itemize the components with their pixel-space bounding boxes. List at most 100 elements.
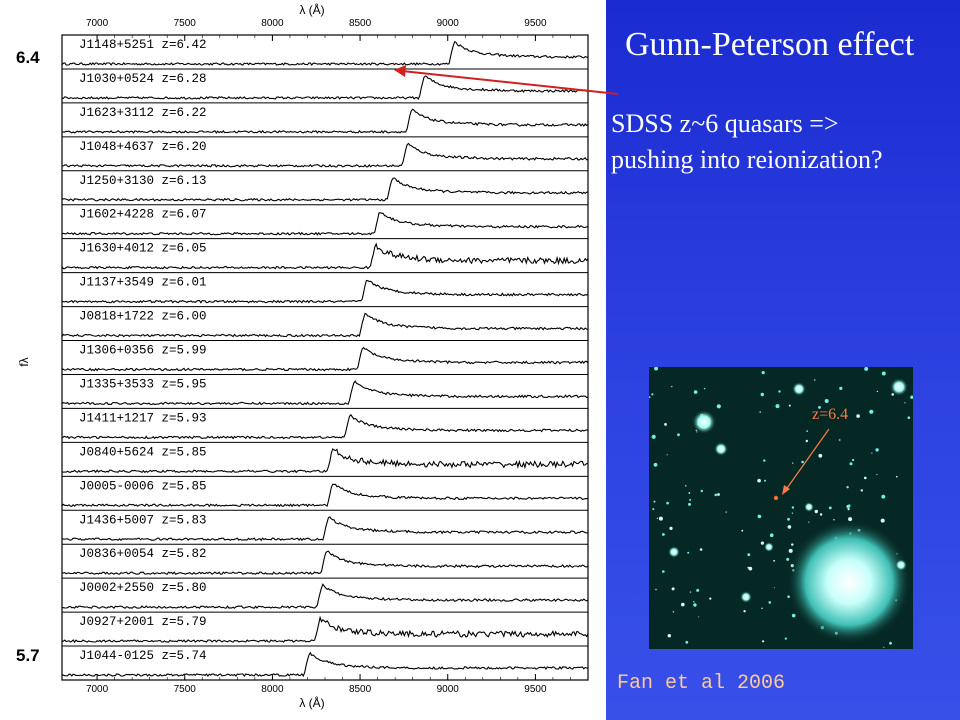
star (904, 402, 906, 404)
star (693, 601, 695, 603)
star (833, 518, 835, 521)
spectrum-label: J0002+2550 z=5.80 (79, 581, 207, 595)
spectrum-line (61, 448, 589, 474)
x-tick-label-top: 8500 (349, 18, 372, 29)
star (871, 452, 873, 454)
slide-text-line-1: SDSS z~6 quasars => (611, 109, 839, 138)
spectrum-label: J1602+4228 z=6.07 (79, 208, 207, 222)
star (787, 525, 792, 529)
star (881, 494, 886, 499)
star (689, 591, 692, 593)
star (672, 611, 675, 613)
star (801, 460, 804, 464)
spectrum-line (61, 483, 589, 508)
star (852, 458, 855, 462)
star (883, 646, 885, 648)
spectrum-line (61, 380, 589, 406)
spectrum-label: J1630+4012 z=6.05 (79, 242, 207, 256)
spectrum-line (61, 40, 589, 66)
star (677, 433, 680, 437)
spectrum-label: J1044-0125 z=5.74 (79, 649, 207, 663)
spectrum-line (61, 651, 589, 678)
star (788, 404, 791, 407)
star (813, 379, 816, 381)
star (864, 367, 869, 371)
star (791, 613, 796, 618)
star (808, 521, 810, 523)
star (664, 423, 667, 426)
spectrum-label: J1335+3533 z=5.95 (79, 377, 207, 391)
x-tick-label-top: 7000 (86, 18, 109, 29)
star (688, 492, 691, 494)
spectrum-label: J1411+1217 z=5.93 (79, 411, 207, 425)
star (651, 393, 654, 396)
spectrum-label: J1250+3130 z=6.13 (79, 174, 207, 188)
star (907, 416, 911, 419)
spectrum-line (61, 312, 589, 338)
star (662, 570, 665, 573)
star (828, 506, 832, 510)
quasar-spectra-chart: 7000 7000 7500 7500 8000 8000 8500 8500 9000 9000… (17, 2, 589, 710)
star (714, 493, 718, 497)
star (700, 489, 703, 493)
spectrum-label: J0818+1722 z=6.00 (79, 310, 207, 324)
slide-title: Gunn-Peterson effect (625, 26, 915, 63)
star (760, 392, 764, 397)
spectrum-line (61, 279, 589, 304)
redshift-marker-top: 6.4 (16, 48, 40, 67)
star (716, 404, 721, 409)
y-axis-title: fλ (17, 357, 31, 366)
spectrum-label: J1436+5007 z=5.83 (79, 513, 207, 527)
star (778, 390, 781, 393)
star (768, 601, 772, 604)
star (791, 506, 795, 509)
quasar-field-image (649, 367, 913, 649)
star (818, 406, 821, 409)
star (838, 439, 841, 441)
star (649, 396, 651, 399)
star (849, 462, 853, 466)
star (814, 509, 818, 514)
spectra-panel: 7000 7000 7500 7500 8000 8000 8500 8500 9000 9000… (16, 2, 589, 710)
star (876, 390, 879, 393)
star (662, 533, 665, 536)
spectrum-label: J1137+3549 z=6.01 (79, 276, 207, 290)
star (875, 448, 879, 452)
star (741, 529, 744, 532)
star (763, 459, 766, 462)
x-tick-label-bottom: 8000 (261, 684, 284, 695)
x-tick-label-bottom: 8500 (349, 684, 372, 695)
star (656, 517, 659, 519)
spectrum-line (61, 108, 589, 134)
spectrum-label: J0005-0006 z=5.85 (79, 479, 207, 493)
star (791, 512, 794, 514)
star (687, 551, 690, 554)
star (764, 479, 766, 482)
star (725, 511, 727, 513)
star (791, 543, 794, 546)
star (743, 610, 746, 613)
star (654, 367, 659, 371)
star (719, 406, 721, 408)
star (757, 514, 762, 519)
spectrum-label: J1306+0356 z=5.99 (79, 344, 207, 358)
quasar-pointer-arrow (784, 428, 830, 492)
star (689, 498, 692, 501)
star (709, 597, 712, 600)
spectrum-line (61, 177, 589, 202)
star (748, 566, 753, 571)
star (759, 411, 761, 413)
spectrum-label: J1030+0524 z=6.28 (79, 72, 207, 86)
star (869, 409, 874, 414)
spectrum-line (61, 615, 589, 644)
star (757, 478, 761, 483)
spectrum-line (61, 346, 589, 372)
star (760, 541, 764, 545)
star (671, 385, 673, 388)
spectrum-line (61, 583, 589, 610)
bright-galaxy (787, 520, 911, 644)
star (685, 485, 687, 487)
redshift-marker-bottom: 5.7 (16, 646, 40, 665)
star (818, 453, 823, 458)
star (747, 553, 751, 557)
